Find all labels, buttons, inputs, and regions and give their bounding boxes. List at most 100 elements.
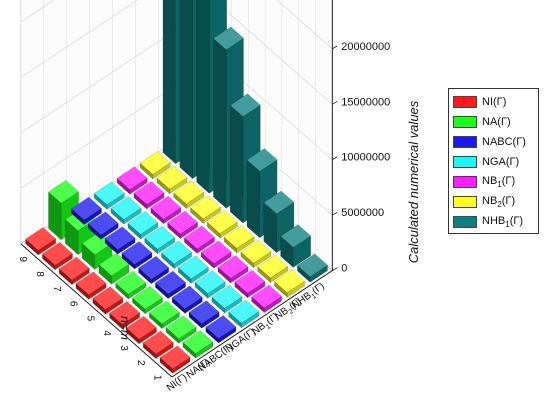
legend-label: NABC(Γ): [482, 136, 526, 148]
bar: NB1(Γ) n=m 9: 94000: [116, 166, 148, 195]
bar: NGA(Γ) n=m 9: 18800: [93, 181, 125, 210]
bar: NABC(Γ) n=m 5: 3900: [138, 256, 170, 285]
legend: NI(Γ) NA(Γ) NABC(Γ) NGA(Γ) NB1(Γ) NB2(Γ) NHB1(…: [448, 88, 539, 234]
z-axis-label: Calculated numerical values: [406, 100, 421, 263]
x-axis-label: n=m: [118, 316, 132, 340]
z-tick-mark: [332, 45, 338, 50]
bar: NB2(Γ) n=m 2: 3600: [257, 254, 289, 284]
legend-label: NHB1(Γ): [482, 214, 524, 230]
z-axis-ticks: 0500000010000000150000002000000025000000…: [332, 41, 390, 275]
bar: NGA(Γ) n=m 1: 110: [228, 300, 260, 329]
z-tick-mark: [332, 100, 338, 105]
z-tick-mark: [332, 267, 338, 271]
bar: NI(Γ) n=m 5: 3500: [92, 286, 124, 315]
bar: NGA(Γ) n=m 2: 350: [211, 285, 243, 314]
legend-item: NB2(Γ): [453, 194, 515, 210]
legend-label: NGA(Γ): [482, 156, 520, 168]
bar: NB1(Γ) n=m 1: 400: [251, 284, 283, 314]
bars: NI(Γ) n=m 9: 22000NI(Γ) n=m 8: 15000 NA(Γ…: [25, 0, 328, 374]
legend-swatch: [453, 156, 477, 168]
bar: NA(Γ) n=m 6: 760000: [98, 252, 130, 285]
bar: NHB1(Γ) n=m 2: 1800000: [280, 224, 312, 268]
bar: NA(Γ) n=m 2: 20000: [165, 315, 197, 344]
legend-item: NHB1(Γ): [453, 214, 523, 230]
legend-swatch: [453, 136, 477, 148]
legend-item: NB1(Γ): [453, 174, 515, 190]
axes: [20, 0, 333, 378]
bar: NGA(Γ) n=m 6: 5300: [144, 226, 176, 255]
bar: NGA(Γ) n=m 3: 820: [194, 270, 226, 299]
bar: NI(Γ) n=m 3: 900: [126, 316, 157, 345]
bar: NA(Γ) n=m 1: 3000: [182, 330, 214, 359]
z-tick-mark: [332, 211, 338, 216]
x-tick-label: 4: [101, 330, 112, 336]
x-tick-label: 2: [135, 360, 146, 366]
bar: NABC(Γ) n=m 2: 480: [188, 300, 220, 329]
bar: NA(Γ) n=m 4: 180000: [132, 286, 163, 315]
bar: NI(Γ) n=m 9: 22000: [25, 227, 57, 256]
bar: NB2(Γ) n=m 9: 238000: [139, 151, 171, 180]
bar: NI(Γ) n=m 4: 1900: [109, 301, 141, 330]
bar: NGA(Γ) n=m 5: 3100: [161, 240, 192, 270]
legend-item: NA(Γ): [453, 114, 511, 130]
x-tick-label: 5: [84, 316, 95, 322]
bar: NB1(Γ) n=m 6: 26000: [167, 210, 199, 240]
x-tick-label: 3: [118, 345, 129, 351]
z-tick-label: 0: [341, 263, 347, 275]
legend-label: NI(Γ): [482, 96, 507, 108]
bar: NB1(Γ) n=m 2: 1500: [234, 270, 266, 299]
z-tick-label: 20000000: [341, 41, 390, 53]
series-tick-label: NI(Γ): [165, 372, 189, 394]
legend-swatch: [453, 116, 477, 128]
bar: NGA(Γ) n=m 7: 8500: [127, 211, 159, 240]
x-tick-label: 7: [51, 286, 62, 292]
bar: NA(Γ) n=m 7: 1330000: [81, 231, 113, 270]
legend-item: NI(Γ): [453, 94, 506, 110]
z-tick-label: 5000000: [341, 207, 384, 219]
legend-swatch: [453, 176, 477, 188]
bar: NHB1(Γ) n=m 1: 500000: [297, 253, 328, 283]
bar: NB2(Γ) n=m 3: 9500: [240, 240, 272, 269]
legend-item: NGA(Γ): [453, 154, 519, 170]
bar: NABC(Γ) n=m 8: 15400: [87, 211, 119, 240]
bar: NABC(Γ) n=m 1: 150: [205, 315, 237, 344]
x-tick-label: 1: [152, 375, 163, 381]
bar: NI(Γ) n=m 8: 15000: [42, 242, 73, 271]
z-tick-label: 10000000: [341, 152, 390, 164]
bar: NABC(Γ) n=m 3: 1100: [171, 285, 203, 314]
bar: NABC(Γ) n=m 4: 2200: [155, 270, 186, 300]
bar: NABC(Γ) n=m 9: 22500: [71, 196, 102, 226]
bar: NABC(Γ) n=m 7: 10200: [104, 226, 136, 255]
legend-swatch: [453, 96, 477, 108]
bar: NA(Γ) n=m 3: 70000: [148, 300, 180, 330]
z-tick-mark: [332, 156, 338, 161]
bar: NB2(Γ) n=m 6: 66000: [190, 195, 221, 224]
bar: NI(Γ) n=m 7: 9800: [58, 256, 90, 286]
legend-swatch: [453, 216, 477, 228]
bar: NI(Γ) n=m 1: 120: [159, 345, 191, 374]
bar: NB1(Γ) n=m 8: 64000: [133, 181, 165, 210]
bar: NI(Γ) n=m 2: 380: [142, 330, 174, 360]
z-tick-label: 15000000: [341, 96, 390, 108]
bar: NA(Γ) n=m 5: 400000: [115, 271, 147, 300]
bar: NB2(Γ) n=m 5: 38000: [206, 210, 238, 239]
legend-item: NABC(Γ): [453, 134, 526, 150]
bar: NB2(Γ) n=m 8: 162000: [156, 166, 188, 195]
legend-label: NB2(Γ): [482, 194, 516, 210]
bar: NB2(Γ) n=m 1: 900: [274, 269, 305, 298]
bar: NB1(Γ) n=m 5: 15000: [184, 225, 215, 254]
bar: NI(Γ) n=m 6: 6000: [75, 271, 107, 300]
x-tick-label: 9: [17, 256, 28, 262]
bar: NGA(Γ) n=m 4: 1700: [177, 255, 209, 284]
bar: NGA(Γ) n=m 8: 12900: [110, 196, 142, 225]
legend-label: NB1(Γ): [482, 174, 516, 190]
bar: NB2(Γ) n=m 4: 20000: [223, 225, 255, 254]
bar: NABC(Γ) n=m 6: 6500: [121, 241, 153, 270]
bar: NB1(Γ) n=m 4: 8000: [200, 240, 232, 269]
series-axis-line: [171, 270, 333, 378]
x-tick-label: 8: [34, 271, 45, 277]
x-tick-label: 6: [68, 301, 79, 307]
bar: NB1(Γ) n=m 7: 42000: [150, 196, 182, 225]
x-axis-line: [20, 243, 173, 378]
